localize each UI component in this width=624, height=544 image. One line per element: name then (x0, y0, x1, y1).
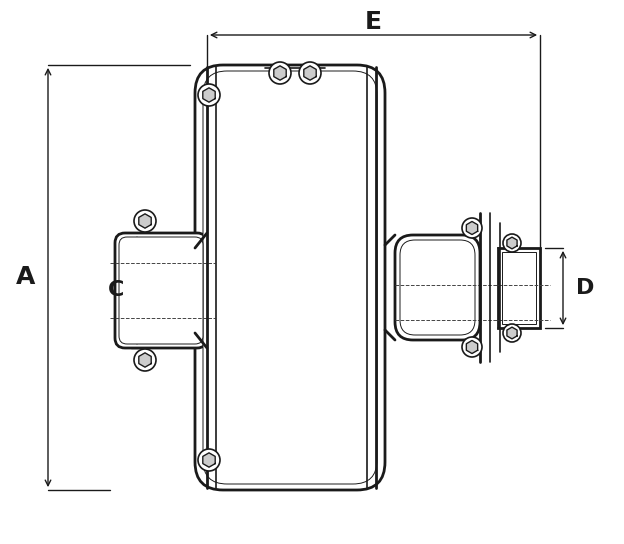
Text: E: E (365, 10, 382, 34)
FancyBboxPatch shape (203, 71, 377, 484)
Text: A: A (16, 265, 35, 289)
FancyBboxPatch shape (195, 65, 385, 490)
Circle shape (269, 62, 291, 84)
Circle shape (198, 449, 220, 471)
Polygon shape (139, 214, 151, 228)
Polygon shape (203, 88, 215, 102)
Circle shape (462, 337, 482, 357)
Polygon shape (274, 66, 286, 80)
Polygon shape (466, 341, 477, 354)
Bar (498, 248, 540, 328)
FancyBboxPatch shape (400, 240, 475, 335)
FancyBboxPatch shape (119, 237, 203, 344)
Polygon shape (466, 221, 477, 234)
Text: D: D (576, 278, 595, 298)
Circle shape (462, 218, 482, 238)
FancyBboxPatch shape (115, 233, 207, 348)
Polygon shape (507, 327, 517, 339)
Polygon shape (203, 453, 215, 467)
Polygon shape (139, 353, 151, 367)
Circle shape (134, 349, 156, 371)
Circle shape (198, 84, 220, 106)
Bar (502, 252, 536, 324)
Circle shape (299, 62, 321, 84)
Polygon shape (304, 66, 316, 80)
Circle shape (503, 324, 521, 342)
Polygon shape (507, 237, 517, 249)
FancyBboxPatch shape (395, 235, 480, 340)
Text: C: C (107, 281, 124, 300)
Circle shape (503, 234, 521, 252)
Circle shape (134, 210, 156, 232)
